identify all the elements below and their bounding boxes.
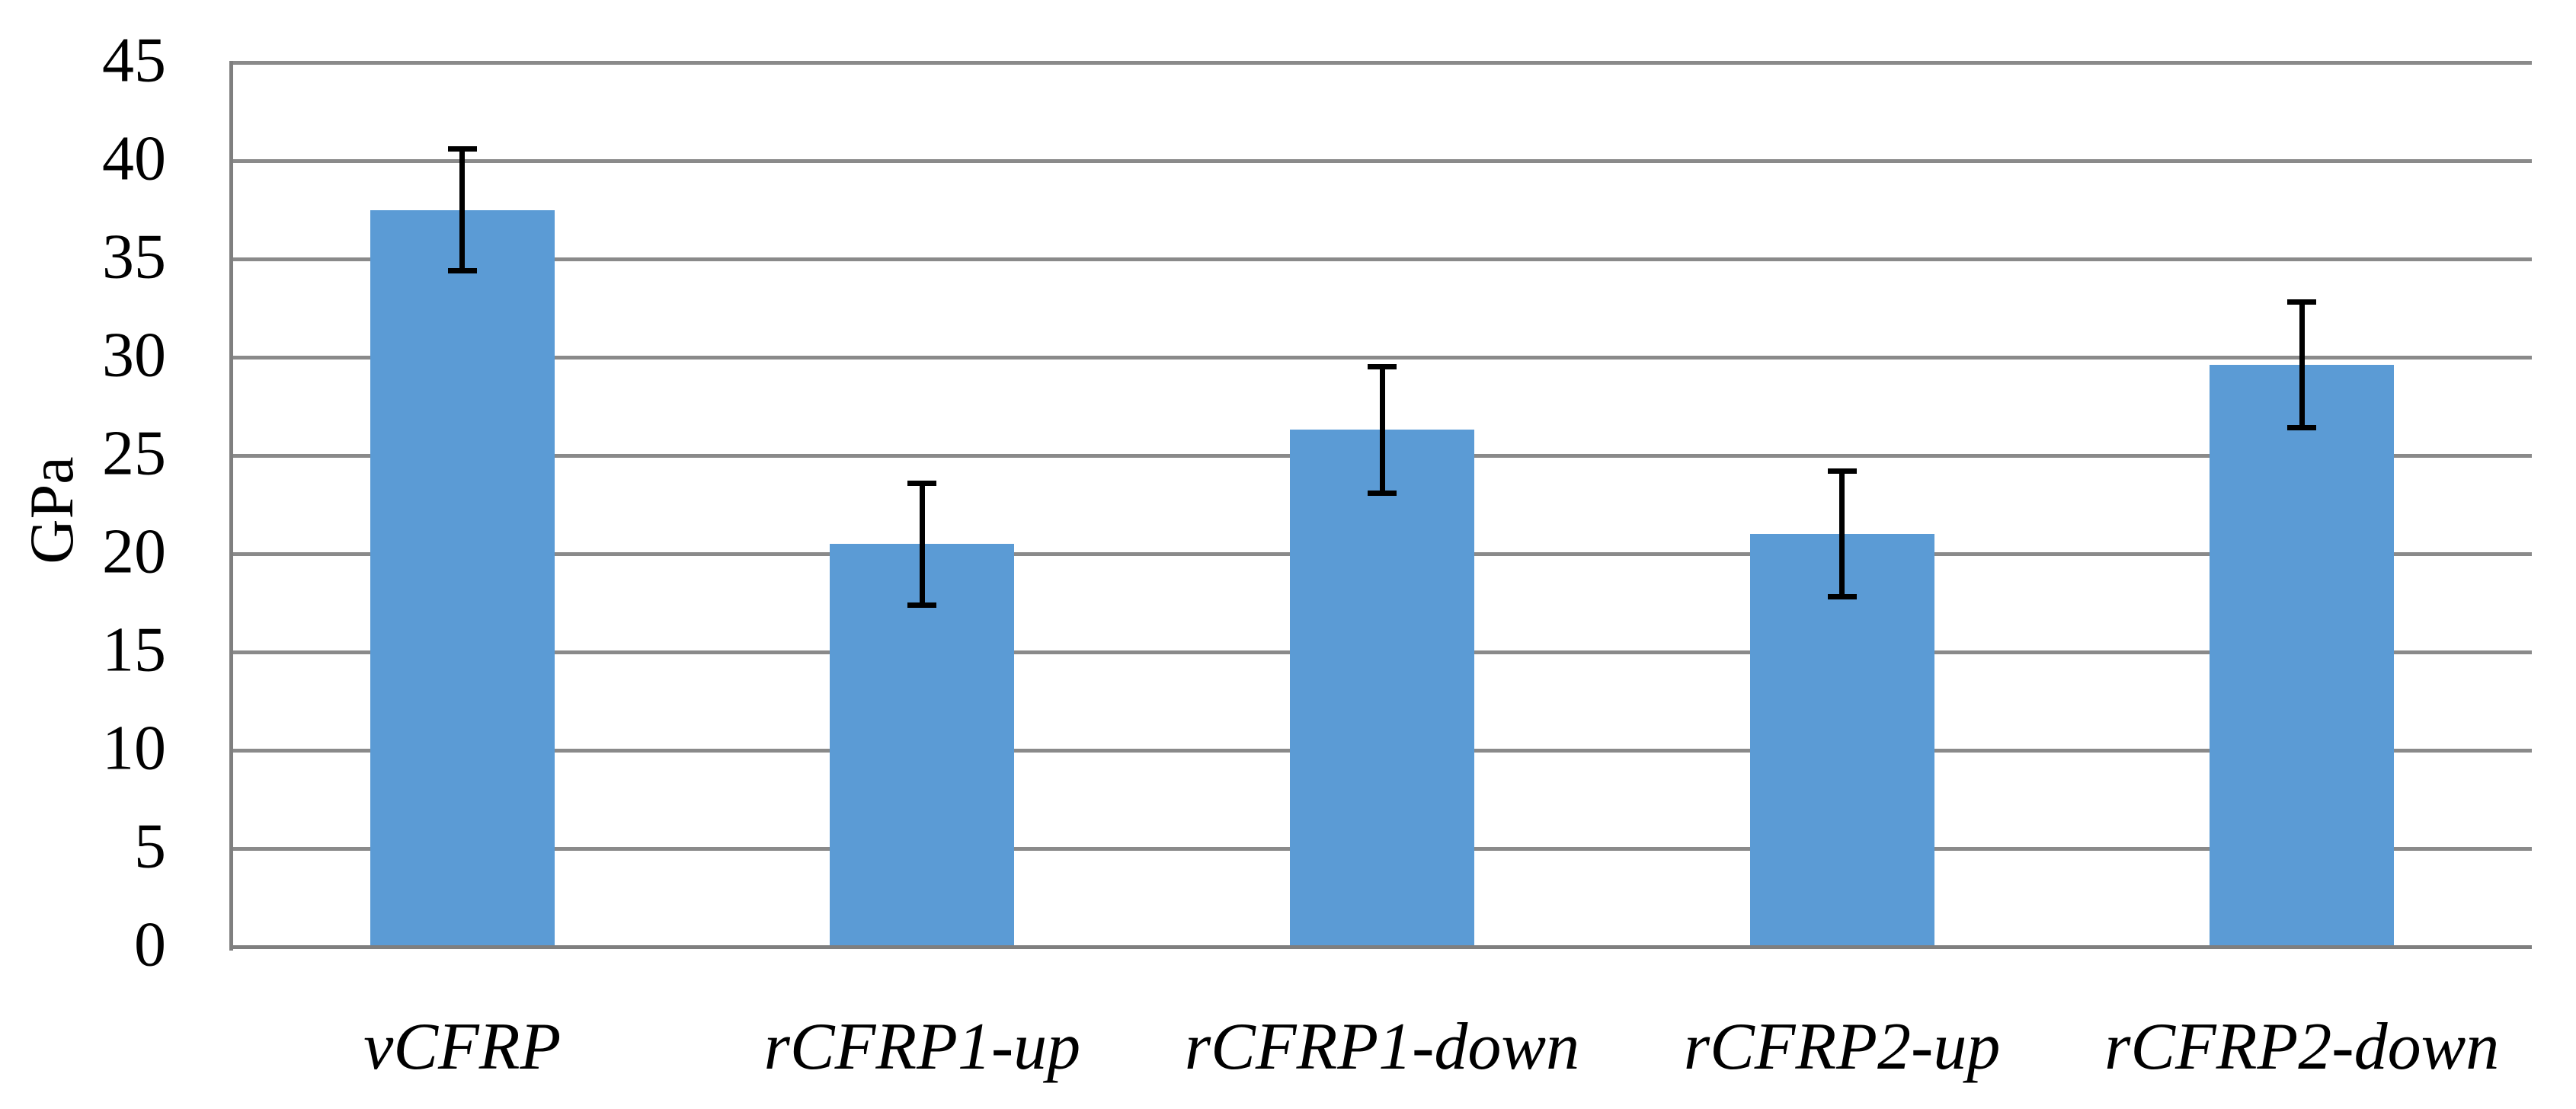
gridline-40 bbox=[232, 158, 2532, 163]
error-bar-rcfrp1-up bbox=[919, 483, 925, 606]
error-bar-top-cap-rcfrp1-down bbox=[1368, 364, 1397, 370]
bar-rcfrp2-up bbox=[1749, 534, 1934, 947]
gridline-45 bbox=[232, 60, 2532, 65]
error-bar-rcfrp2-down bbox=[2299, 302, 2305, 428]
bar-rcfrp2-down bbox=[2210, 365, 2395, 947]
plot-area bbox=[232, 60, 2532, 947]
error-bar-top-cap-rcfrp1-up bbox=[907, 480, 937, 486]
y-tick-label-0: 0 bbox=[134, 909, 166, 980]
gridline-35 bbox=[232, 257, 2532, 261]
error-bar-rcfrp2-up bbox=[1839, 471, 1845, 597]
y-tick-label-40: 40 bbox=[102, 123, 166, 194]
error-bar-bottom-cap-rcfrp2-up bbox=[1827, 594, 1857, 600]
bar-vcfrp bbox=[370, 209, 555, 947]
error-bar-bottom-cap-rcfrp2-down bbox=[2287, 425, 2317, 431]
y-tick-label-45: 45 bbox=[102, 24, 166, 96]
error-bar-vcfrp bbox=[459, 149, 466, 271]
y-tick-label-25: 25 bbox=[102, 417, 166, 489]
y-tick-label-10: 10 bbox=[102, 712, 166, 784]
x-label-rcfrp2-down: rCFRP2-down bbox=[2104, 1010, 2500, 1084]
error-bar-bottom-cap-vcfrp bbox=[447, 267, 477, 273]
bar-rcfrp1-up bbox=[830, 544, 1015, 947]
error-bar-rcfrp1-down bbox=[1379, 366, 1385, 493]
y-tick-label-20: 20 bbox=[102, 516, 166, 587]
error-bar-bottom-cap-rcfrp1-up bbox=[907, 602, 937, 608]
y-axis-line bbox=[229, 61, 233, 951]
x-label-rcfrp1-down: rCFRP1-down bbox=[1184, 1010, 1580, 1084]
gridline-30 bbox=[232, 355, 2532, 360]
y-tick-label-30: 30 bbox=[102, 319, 166, 391]
error-bar-top-cap-rcfrp2-up bbox=[1827, 468, 1857, 475]
y-tick-label-15: 15 bbox=[102, 614, 166, 686]
bar-rcfrp1-down bbox=[1290, 430, 1474, 947]
error-bar-bottom-cap-rcfrp1-down bbox=[1368, 490, 1397, 496]
x-label-rcfrp1-up: rCFRP1-up bbox=[763, 1010, 1081, 1084]
x-axis-line bbox=[229, 945, 2532, 949]
y-tick-label-35: 35 bbox=[102, 221, 166, 292]
y-tick-label-5: 5 bbox=[134, 810, 166, 882]
error-bar-top-cap-vcfrp bbox=[447, 146, 477, 152]
x-label-vcfrp: vCFRP bbox=[363, 1010, 562, 1084]
x-label-rcfrp2-up: rCFRP2-up bbox=[1683, 1010, 2001, 1084]
error-bar-top-cap-rcfrp2-down bbox=[2287, 299, 2317, 305]
